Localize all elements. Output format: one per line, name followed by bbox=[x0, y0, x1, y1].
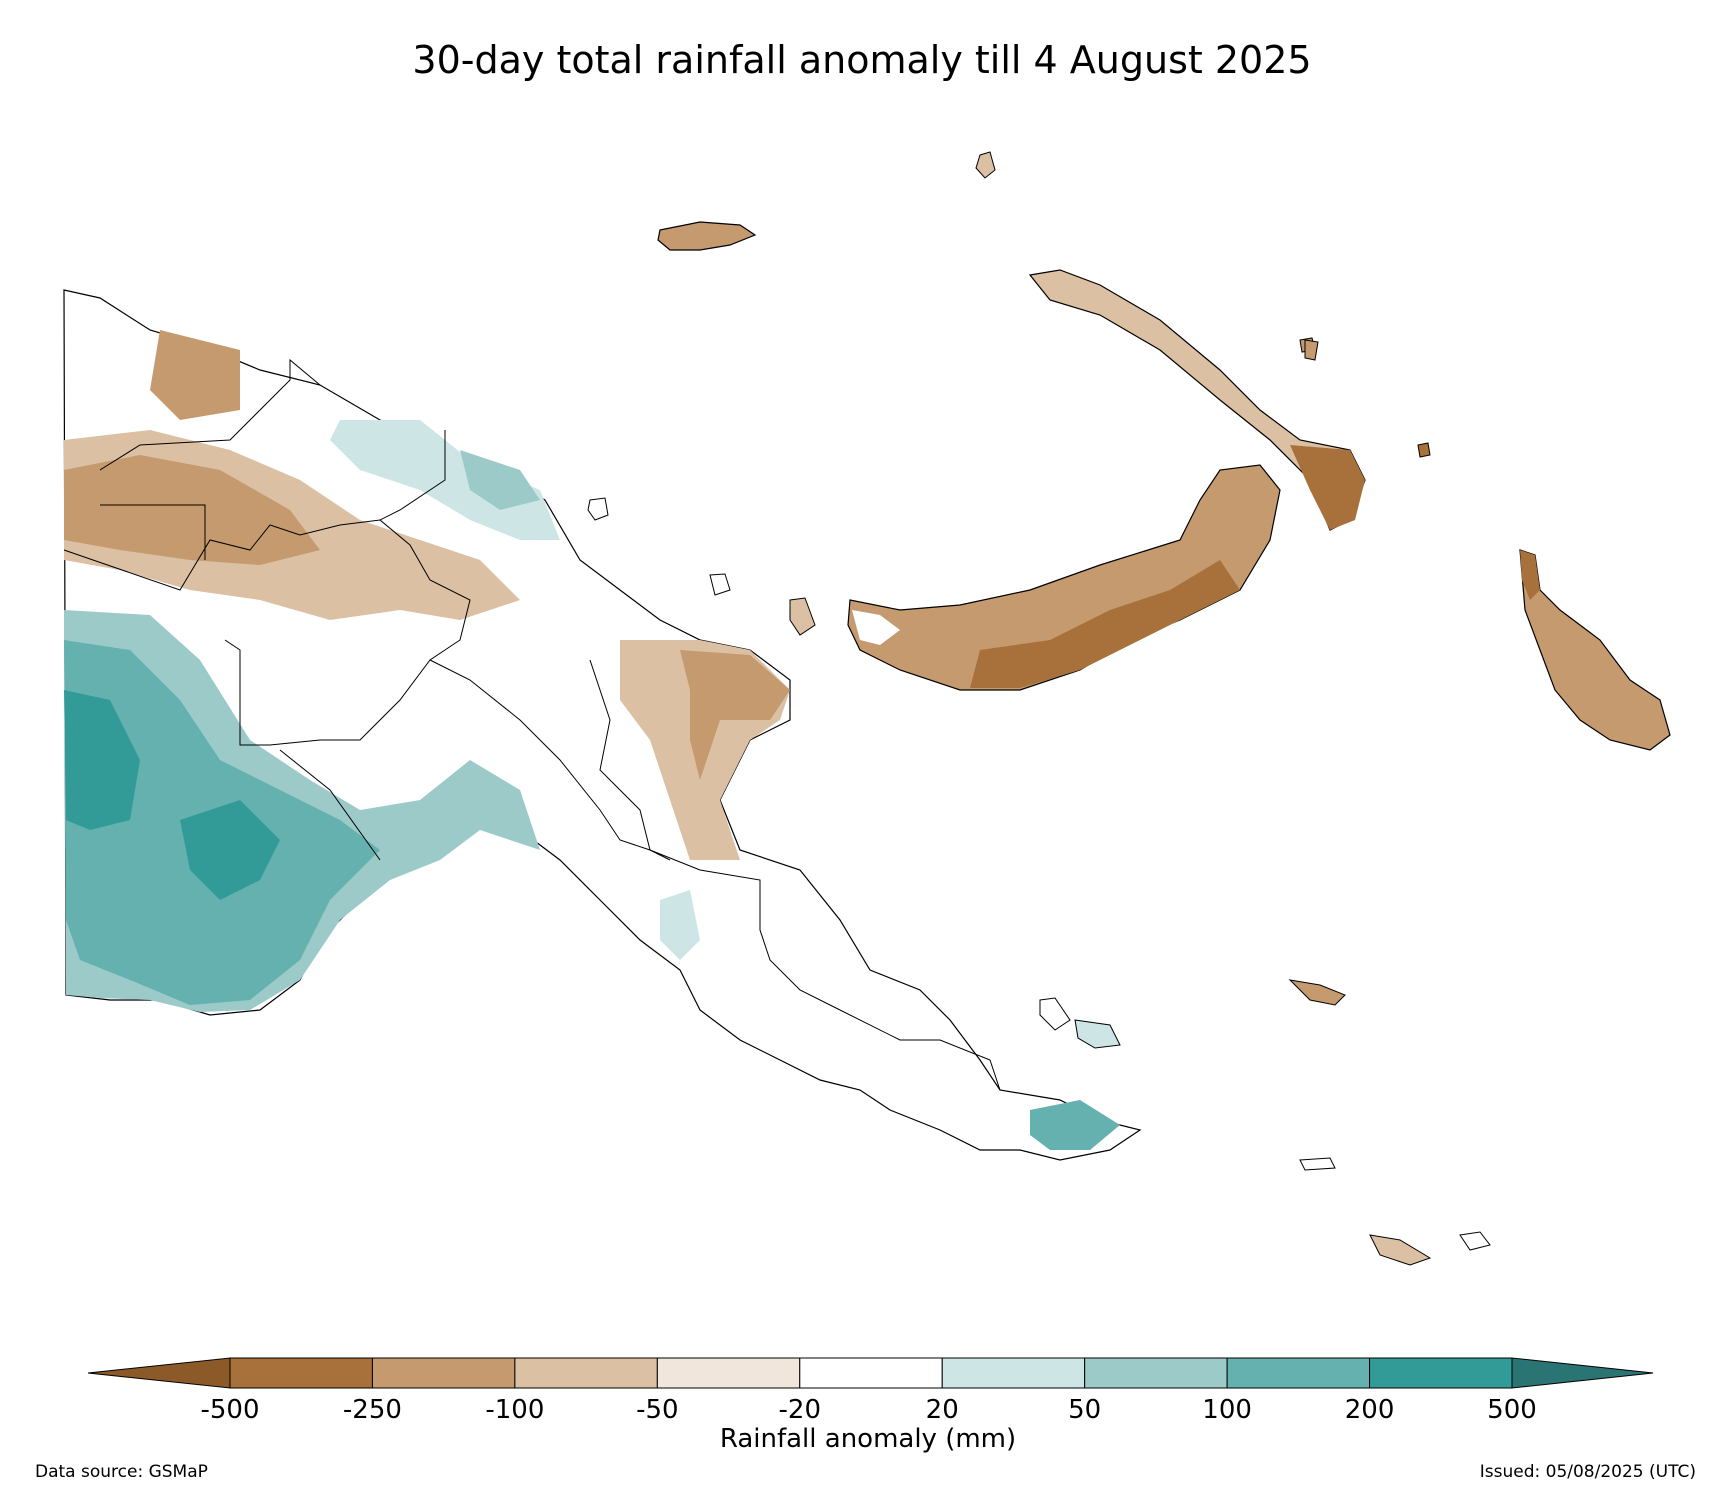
colorbar-bin bbox=[1369, 1357, 1513, 1389]
province-borders bbox=[63, 358, 1001, 1091]
new-britain bbox=[847, 464, 1281, 691]
mainland-new-guinea bbox=[63, 289, 1142, 1161]
colorbar: -500 -250 -100 -50 -20 20 50 100 200 500 Rainfall… bbox=[87, 1357, 1654, 1454]
bougainville bbox=[1519, 549, 1671, 751]
colorbar-bin bbox=[514, 1357, 658, 1389]
colorbar-tick-label: -100 bbox=[485, 1395, 544, 1425]
colorbar-bins bbox=[87, 1357, 1654, 1389]
colorbar-tick-label: 200 bbox=[1345, 1395, 1395, 1425]
issued-date-note: Issued: 05/08/2025 (UTC) bbox=[1479, 1462, 1696, 1482]
colorbar-bin bbox=[229, 1357, 373, 1389]
colorbar-bin bbox=[941, 1357, 1086, 1389]
small-islands bbox=[587, 151, 1491, 1266]
colorbar-tick-label: -20 bbox=[779, 1395, 821, 1425]
colorbar-tick-label: 500 bbox=[1487, 1395, 1537, 1425]
colorbar-extend-over bbox=[1511, 1357, 1654, 1389]
colorbar-bin bbox=[1084, 1357, 1228, 1389]
colorbar-tick-label: 20 bbox=[926, 1395, 959, 1425]
colorbar-tick-label: 50 bbox=[1068, 1395, 1101, 1425]
map-title: 30-day total rainfall anomaly till 4 Aug… bbox=[412, 38, 1312, 82]
colorbar-bin bbox=[656, 1357, 801, 1389]
rainfall-anomaly-map bbox=[63, 151, 1671, 1266]
new-ireland bbox=[1028, 269, 1366, 531]
colorbar-tick-label: 100 bbox=[1202, 1395, 1252, 1425]
colorbar-tick-label: -50 bbox=[636, 1395, 678, 1425]
colorbar-bin bbox=[371, 1357, 516, 1389]
colorbar-tick-labels: -500 -250 -100 -50 -20 20 50 100 200 500 bbox=[200, 1395, 1536, 1425]
colorbar-bin bbox=[1226, 1357, 1371, 1389]
colorbar-extend-under bbox=[87, 1357, 231, 1389]
manus-island bbox=[657, 221, 757, 251]
colorbar-tick-label: -500 bbox=[200, 1395, 259, 1425]
data-source-note: Data source: GSMaP bbox=[35, 1462, 208, 1482]
colorbar-bin bbox=[799, 1357, 943, 1389]
colorbar-label: Rainfall anomaly (mm) bbox=[720, 1424, 1016, 1454]
colorbar-tick-label: -250 bbox=[343, 1395, 402, 1425]
